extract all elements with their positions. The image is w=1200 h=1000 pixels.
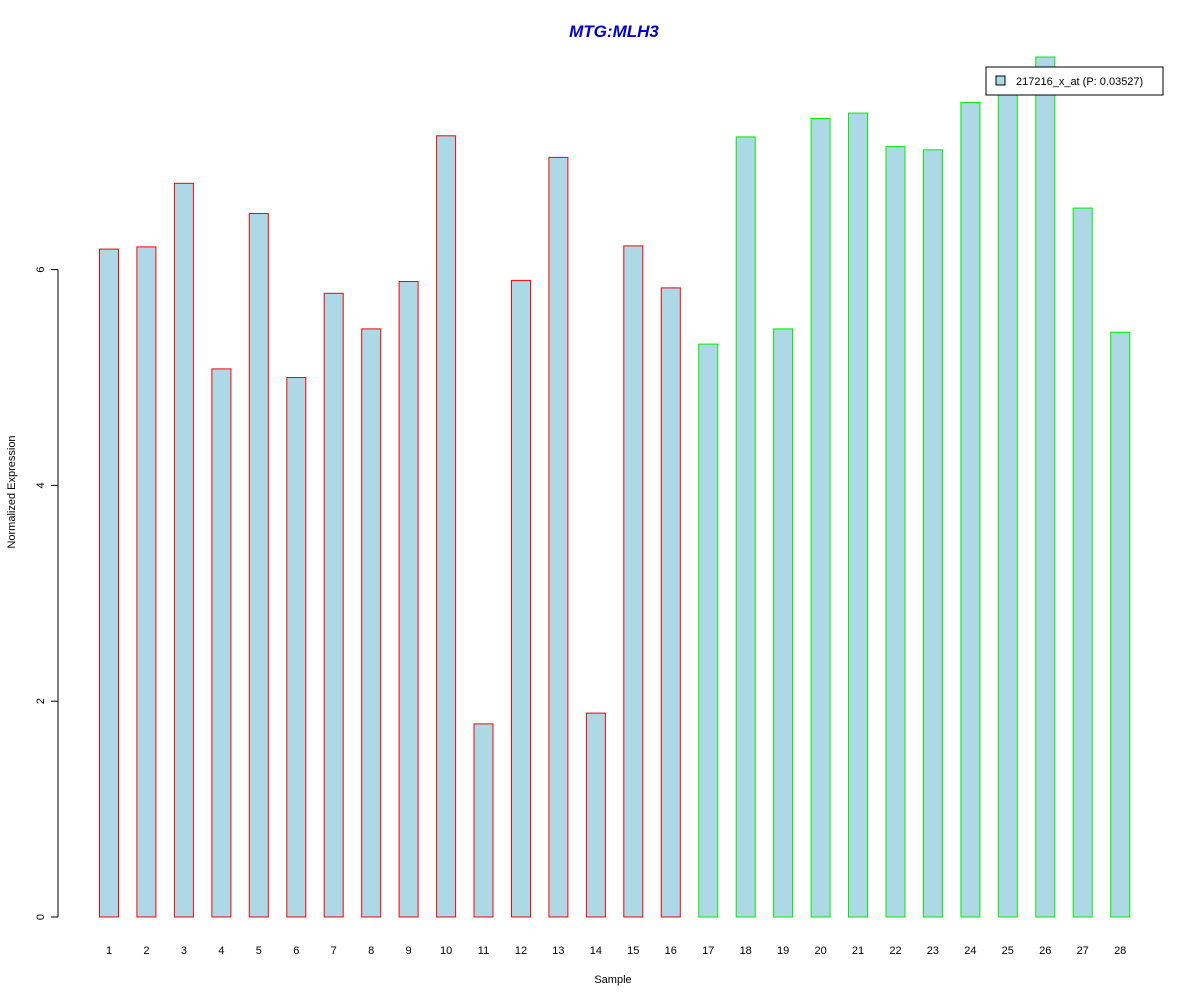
x-tick-label: 27: [1077, 945, 1089, 957]
bar-sample-24: [960, 101, 981, 918]
bar-sample-2: [136, 246, 157, 918]
bar-sample-26: [1035, 56, 1056, 918]
x-tick-label: 28: [1114, 945, 1126, 957]
bar-sample-17: [698, 343, 719, 918]
x-tick-label: 24: [964, 945, 976, 957]
bar-sample-21: [848, 112, 868, 918]
bar-sample-6: [286, 377, 307, 918]
chart-title: MTG:MLH3: [569, 22, 659, 41]
x-tick-label: 13: [552, 945, 564, 957]
bar-sample-18: [735, 136, 756, 918]
bar-sample-13: [548, 156, 569, 918]
x-tick-label: 9: [406, 945, 412, 957]
y-tick-label: 0: [35, 914, 47, 920]
x-tick-label: 16: [665, 945, 677, 957]
bar-sample-9: [398, 281, 419, 918]
bar-sample-3: [173, 182, 194, 918]
x-tick-label: 19: [777, 945, 789, 957]
x-tick-label: 20: [814, 945, 826, 957]
x-tick-label: 8: [368, 945, 374, 957]
y-axis: 0 2 4 6: [35, 267, 59, 920]
bar-sample-5: [248, 213, 269, 918]
bar-sample-25: [997, 83, 1018, 918]
y-tick-label: 2: [35, 698, 47, 704]
x-tick-label: 10: [440, 945, 452, 957]
bar-sample-28: [1110, 331, 1131, 918]
x-tick-label: 12: [515, 945, 527, 957]
bar-sample-22: [885, 146, 906, 918]
bar-sample-4: [211, 368, 232, 918]
x-tick-label: 25: [1002, 945, 1014, 957]
x-tick-label: 3: [181, 945, 187, 957]
bar-sample-10: [436, 135, 457, 918]
bar-sample-14: [585, 712, 606, 918]
y-axis-label: Normalized Expression: [6, 435, 18, 548]
bar-sample-16: [660, 287, 681, 918]
x-tick-label: 11: [478, 945, 489, 957]
bar-sample-11: [473, 723, 494, 918]
bar-sample-8: [361, 328, 382, 918]
x-tick-label: 26: [1039, 945, 1051, 957]
x-tick-label: 23: [927, 945, 939, 957]
x-tick-label: 1: [106, 945, 112, 957]
bar-sample-12: [511, 279, 531, 918]
bar-sample-20: [810, 118, 831, 918]
bar-sample-7: [323, 292, 344, 918]
x-tick-label: 6: [293, 945, 299, 957]
bars: [99, 56, 1131, 918]
y-tick-label: 4: [35, 482, 47, 488]
y-tick-label: 6: [35, 267, 47, 273]
x-axis-label: Sample: [594, 974, 631, 986]
bar-sample-23: [922, 149, 943, 918]
x-tick-label: 22: [889, 945, 901, 957]
x-tick-label: 2: [143, 945, 149, 957]
x-tick-label: 5: [256, 945, 262, 957]
x-tick-label: 15: [627, 945, 639, 957]
x-tick-label: 17: [702, 945, 714, 957]
legend: 217216_x_at (P: 0.03527): [985, 66, 1164, 96]
x-tick-label: 4: [218, 945, 224, 957]
x-tick-labels: 1 2 3 4 5 6 7 8 9 10 11 12 13 14 15 16 17 18 19 20 21 22 23 24 2…: [106, 945, 1126, 957]
legend-swatch: [995, 75, 1006, 86]
legend-box: [985, 66, 1164, 96]
x-tick-label: 7: [331, 945, 337, 957]
x-tick-label: 14: [590, 945, 602, 957]
legend-label: 217216_x_at (P: 0.03527): [1016, 76, 1143, 88]
bar-sample-15: [623, 245, 644, 918]
bar-sample-27: [1072, 207, 1093, 918]
bar-sample-19: [773, 328, 794, 918]
x-tick-label: 21: [852, 945, 864, 957]
bar-sample-1: [99, 248, 119, 918]
x-tick-label: 18: [740, 945, 752, 957]
